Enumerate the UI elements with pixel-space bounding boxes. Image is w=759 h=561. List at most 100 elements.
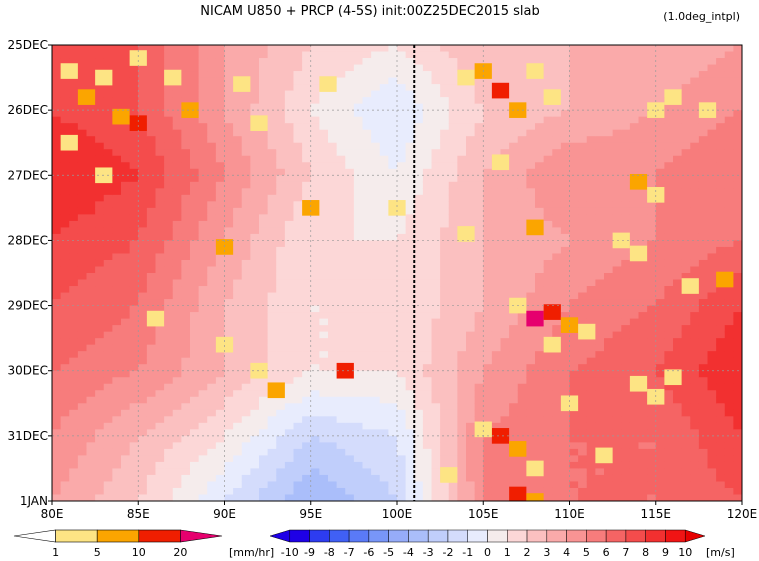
u850-cell <box>371 383 381 391</box>
u850-cell <box>215 71 226 79</box>
u850-cell <box>629 325 640 333</box>
u850-cell <box>233 312 243 320</box>
u850-cell <box>310 149 320 157</box>
u850-cell <box>190 175 200 183</box>
u850-cell <box>121 435 131 443</box>
u850-cell <box>612 71 622 79</box>
u850-cell <box>552 64 562 72</box>
u850-cell <box>362 455 372 463</box>
u850-cell <box>207 162 217 170</box>
u850-cell <box>129 64 139 72</box>
u850-cell <box>293 149 303 157</box>
u850-cell <box>388 318 398 326</box>
u850-cell <box>250 299 260 307</box>
u850-cell <box>543 487 553 496</box>
u850-cell <box>543 455 553 463</box>
u850-cell <box>638 97 648 105</box>
u850-cell <box>284 162 295 170</box>
u850-cell <box>103 494 113 501</box>
u850-cell <box>319 429 329 437</box>
u850-cell <box>621 97 631 105</box>
u850-cell <box>604 142 614 150</box>
u850-cell <box>267 364 277 372</box>
u850-cell <box>69 51 79 59</box>
u850-cell <box>586 487 596 496</box>
u850-cell <box>164 305 174 313</box>
u850-cell <box>164 474 174 483</box>
u850-cell <box>517 364 527 372</box>
u850-cell <box>560 227 571 235</box>
u850-cell <box>491 207 502 215</box>
u850-cell <box>328 370 338 378</box>
u850-cell <box>552 227 562 235</box>
u850-cell <box>52 390 62 398</box>
u850-cell <box>526 149 536 157</box>
u850-cell <box>60 390 70 398</box>
u850-cell <box>164 364 174 372</box>
u850-cell <box>319 357 329 365</box>
u850-cell <box>526 396 536 404</box>
u850-cell <box>112 312 122 320</box>
u850-cell <box>336 266 346 274</box>
u850-cell <box>414 259 424 268</box>
u850-cell <box>103 201 113 209</box>
u850-cell <box>474 110 484 118</box>
u850-cell <box>362 162 372 170</box>
u850-cell <box>457 455 467 463</box>
u850-cell <box>422 175 433 183</box>
u850-cell <box>371 494 381 501</box>
u850-cell <box>319 279 329 287</box>
u850-cell <box>181 448 191 456</box>
u850-cell <box>362 474 372 483</box>
u850-cell <box>164 292 174 300</box>
u850-cell <box>267 455 277 463</box>
u850-cell <box>647 487 657 496</box>
u850-cell <box>448 403 458 411</box>
u850-cell <box>259 136 269 144</box>
u850-cell <box>586 188 596 196</box>
u850-cell <box>181 207 191 215</box>
u850-cell <box>595 435 605 443</box>
u850-cell <box>431 129 441 137</box>
u850-cell <box>517 273 527 281</box>
u850-cell <box>560 181 571 189</box>
u850-cell <box>552 318 562 326</box>
u850-cell <box>578 71 588 79</box>
u850-cell <box>517 409 527 417</box>
u850-cell <box>466 377 476 385</box>
u850-cell <box>517 233 527 242</box>
u850-cell <box>241 494 251 501</box>
u850-cell <box>440 45 450 53</box>
u850-cell <box>500 181 510 189</box>
u850-cell <box>241 175 251 183</box>
u850-cell <box>146 207 157 215</box>
u850-cell <box>397 188 407 196</box>
u850-cell <box>293 64 303 72</box>
u850-cell <box>448 344 458 352</box>
u850-cell <box>371 357 381 365</box>
u850-cell <box>284 51 295 59</box>
u850-cell <box>405 481 415 489</box>
u850-cell <box>379 351 389 359</box>
u850-cell <box>371 474 381 483</box>
u850-cell <box>250 383 260 391</box>
u850-cell <box>345 390 355 398</box>
u850-cell <box>388 487 398 496</box>
u850-cell <box>526 403 536 411</box>
u850-cell <box>353 481 364 489</box>
u850-cell <box>526 442 536 450</box>
u850-cell <box>250 455 260 463</box>
u850-cell <box>448 286 458 294</box>
u850-cell <box>129 214 139 222</box>
u850-cell <box>526 58 536 66</box>
u850-cell <box>586 468 596 476</box>
u850-cell <box>112 207 122 215</box>
u850-cell <box>293 383 303 391</box>
u850-cell <box>578 116 588 124</box>
u850-cell <box>629 201 640 209</box>
u850-cell <box>336 435 346 443</box>
u850-cell <box>440 273 450 281</box>
u850-cell <box>319 181 329 189</box>
u850-cell <box>215 58 226 66</box>
u850-cell <box>621 162 631 170</box>
